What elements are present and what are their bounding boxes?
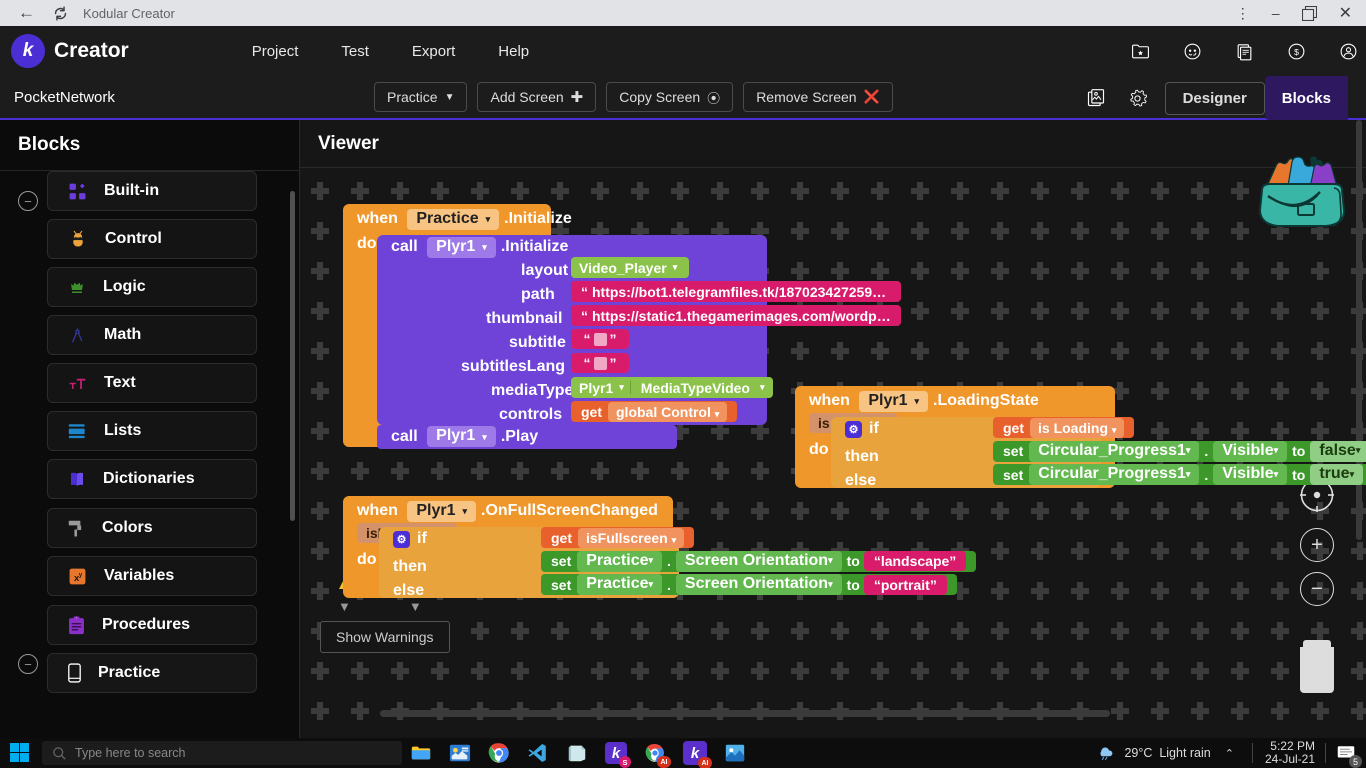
svg-text:y: y — [79, 571, 83, 578]
svg-text:$: $ — [1294, 46, 1299, 56]
